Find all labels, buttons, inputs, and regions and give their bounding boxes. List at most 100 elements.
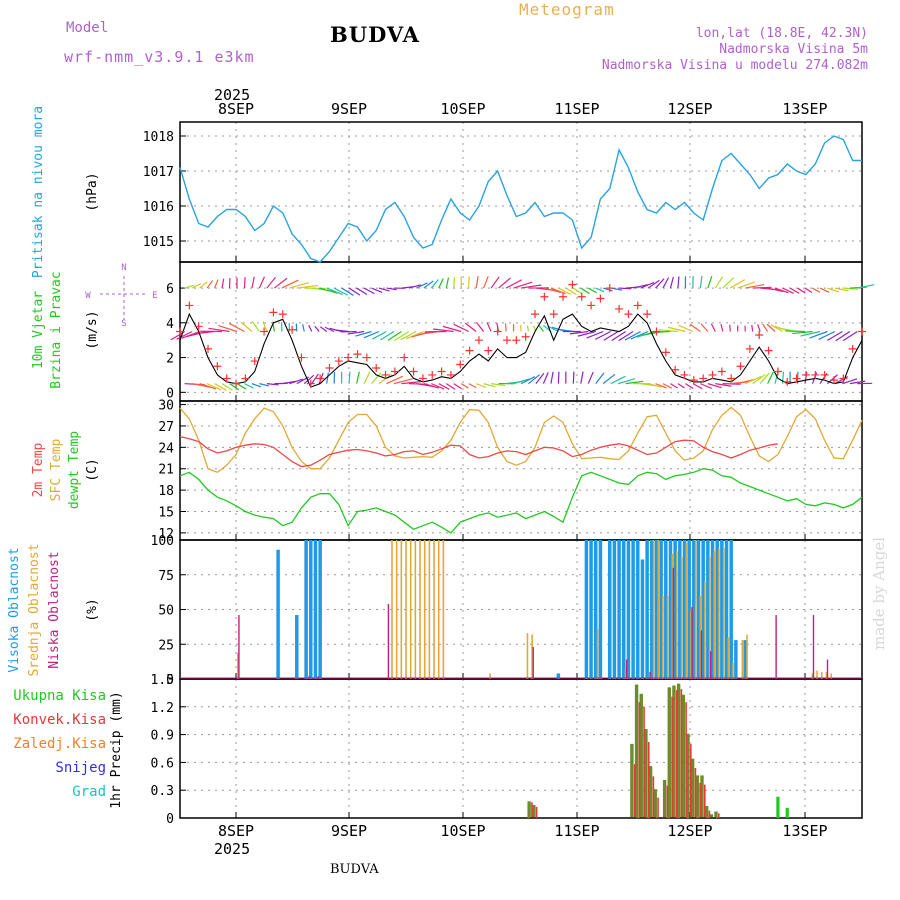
top-day-label: 11SEP <box>554 100 599 118</box>
wind-gust-marker <box>652 327 661 336</box>
mid-cloud-bar <box>237 652 239 679</box>
ytick-label: 0.3 <box>151 784 174 799</box>
high-cloud-bar <box>309 540 313 679</box>
wind-gust-marker <box>643 310 652 319</box>
wind-arrow <box>251 276 255 289</box>
wind-arrow <box>707 275 713 289</box>
wind-gust-marker <box>773 367 782 376</box>
wind-arrow <box>580 287 590 295</box>
model-label: Model <box>66 20 109 36</box>
low-cloud-bar <box>710 651 712 679</box>
total-precip-bar <box>644 729 648 818</box>
green-precip-bar <box>785 807 789 818</box>
wind-arrow <box>431 383 445 390</box>
high-cloud-bar <box>640 559 645 679</box>
wind-gust-marker <box>858 327 866 336</box>
meteogram-title: Meteogram <box>519 0 615 19</box>
wind-gust-marker <box>222 374 231 383</box>
ytick-label: 50 <box>158 604 174 619</box>
conv-precip-bar <box>694 767 697 818</box>
wind-arrow <box>842 330 858 342</box>
mid-cloud-bar <box>722 548 725 679</box>
total-precip-bar <box>667 687 671 818</box>
bottom-day-label: 12SEP <box>667 822 712 840</box>
wind-gust-marker <box>493 327 502 336</box>
wind-arrow <box>827 330 843 341</box>
wind-arrow <box>617 378 636 385</box>
compass-s: S <box>121 319 126 329</box>
wind-arrow <box>206 383 222 391</box>
wind-arrow <box>640 281 655 289</box>
wind-arrow <box>611 330 626 342</box>
mid-cloud-bar <box>419 540 421 679</box>
precip-legend-2: Zaledj.Kisa <box>13 736 106 752</box>
wind-speed-line <box>179 312 863 388</box>
wind-arrow <box>303 374 315 385</box>
wind-arrow <box>670 383 679 389</box>
wind-gust-marker <box>605 284 614 293</box>
wind-arrow <box>475 383 486 389</box>
wind-arrow <box>513 281 533 289</box>
high-cloud-bar <box>692 540 696 679</box>
wind-arrow <box>565 287 577 295</box>
wind-arrow <box>221 278 225 289</box>
ytick-label: 0 <box>166 673 174 688</box>
conv-precip-bar <box>675 690 678 818</box>
wind-arrow <box>677 383 685 389</box>
wind-arrow <box>229 322 245 333</box>
wind-arrow <box>295 323 298 332</box>
panel-cloud: 0 25 50 75 100 <box>151 534 863 688</box>
wind-gust-marker <box>531 310 540 319</box>
wind-arrow <box>356 287 368 296</box>
low-cloud-bar <box>649 672 651 679</box>
wind-arrow <box>526 325 530 332</box>
wind-arrow <box>199 281 208 289</box>
wind-arrow <box>236 383 247 390</box>
wind-arrow <box>319 326 328 332</box>
wind-arrow <box>595 287 605 293</box>
panel-precip: 0 0.3 0.6 0.9 1.2 1.5 <box>151 673 863 827</box>
high-cloud-bar <box>589 540 593 679</box>
temp-unit: (C) <box>85 458 100 481</box>
mid-cloud-bar <box>433 540 435 679</box>
wind-gust-marker <box>633 301 642 310</box>
compass-e: E <box>152 291 157 301</box>
green-precip-bar <box>776 796 780 818</box>
wind-arrow <box>386 375 404 385</box>
wind-arrow <box>751 324 754 332</box>
wind-arrow <box>625 380 644 385</box>
wind-gust-marker <box>783 377 792 386</box>
wind-arrow <box>311 373 319 384</box>
mid-cloud-bar <box>395 540 398 679</box>
wind-arrow <box>453 323 469 333</box>
wind-arrow <box>834 287 849 292</box>
precip-legend-0: Ukupna Kisa <box>13 688 106 704</box>
high-cloud-bar <box>701 540 705 679</box>
panel-pressure: 1015 1016 1017 1018 <box>143 121 863 263</box>
wind-arrow <box>214 279 219 289</box>
total-precip-bar <box>714 811 718 818</box>
wind-arrow <box>647 383 662 388</box>
wind-gust-marker <box>465 346 474 355</box>
wind-arrow <box>535 372 545 384</box>
conv-precip-bar <box>703 784 706 818</box>
wind-arrow <box>818 330 836 341</box>
wind-arrow <box>662 277 670 289</box>
wind-arrow <box>206 280 214 289</box>
wind-arrow <box>800 330 821 337</box>
mid-cloud-bar <box>409 540 412 679</box>
wind-gust-marker <box>848 344 857 353</box>
wind-arrow <box>547 325 559 333</box>
wind-arrow <box>610 375 626 385</box>
wind-arrow <box>496 322 500 332</box>
conv-precip-bar <box>680 689 683 818</box>
total-precip-bar <box>653 789 657 818</box>
wind-arrow <box>528 374 541 385</box>
mid-cloud-bar <box>405 540 407 679</box>
wind-gust-marker <box>755 330 764 339</box>
ytick-label: 25 <box>158 638 174 653</box>
high-cloud-bar <box>673 540 677 679</box>
precip-title: 1hr Precip (mm) <box>109 691 124 808</box>
high-cloud-bar <box>724 540 729 679</box>
wind-arrow <box>700 383 712 390</box>
